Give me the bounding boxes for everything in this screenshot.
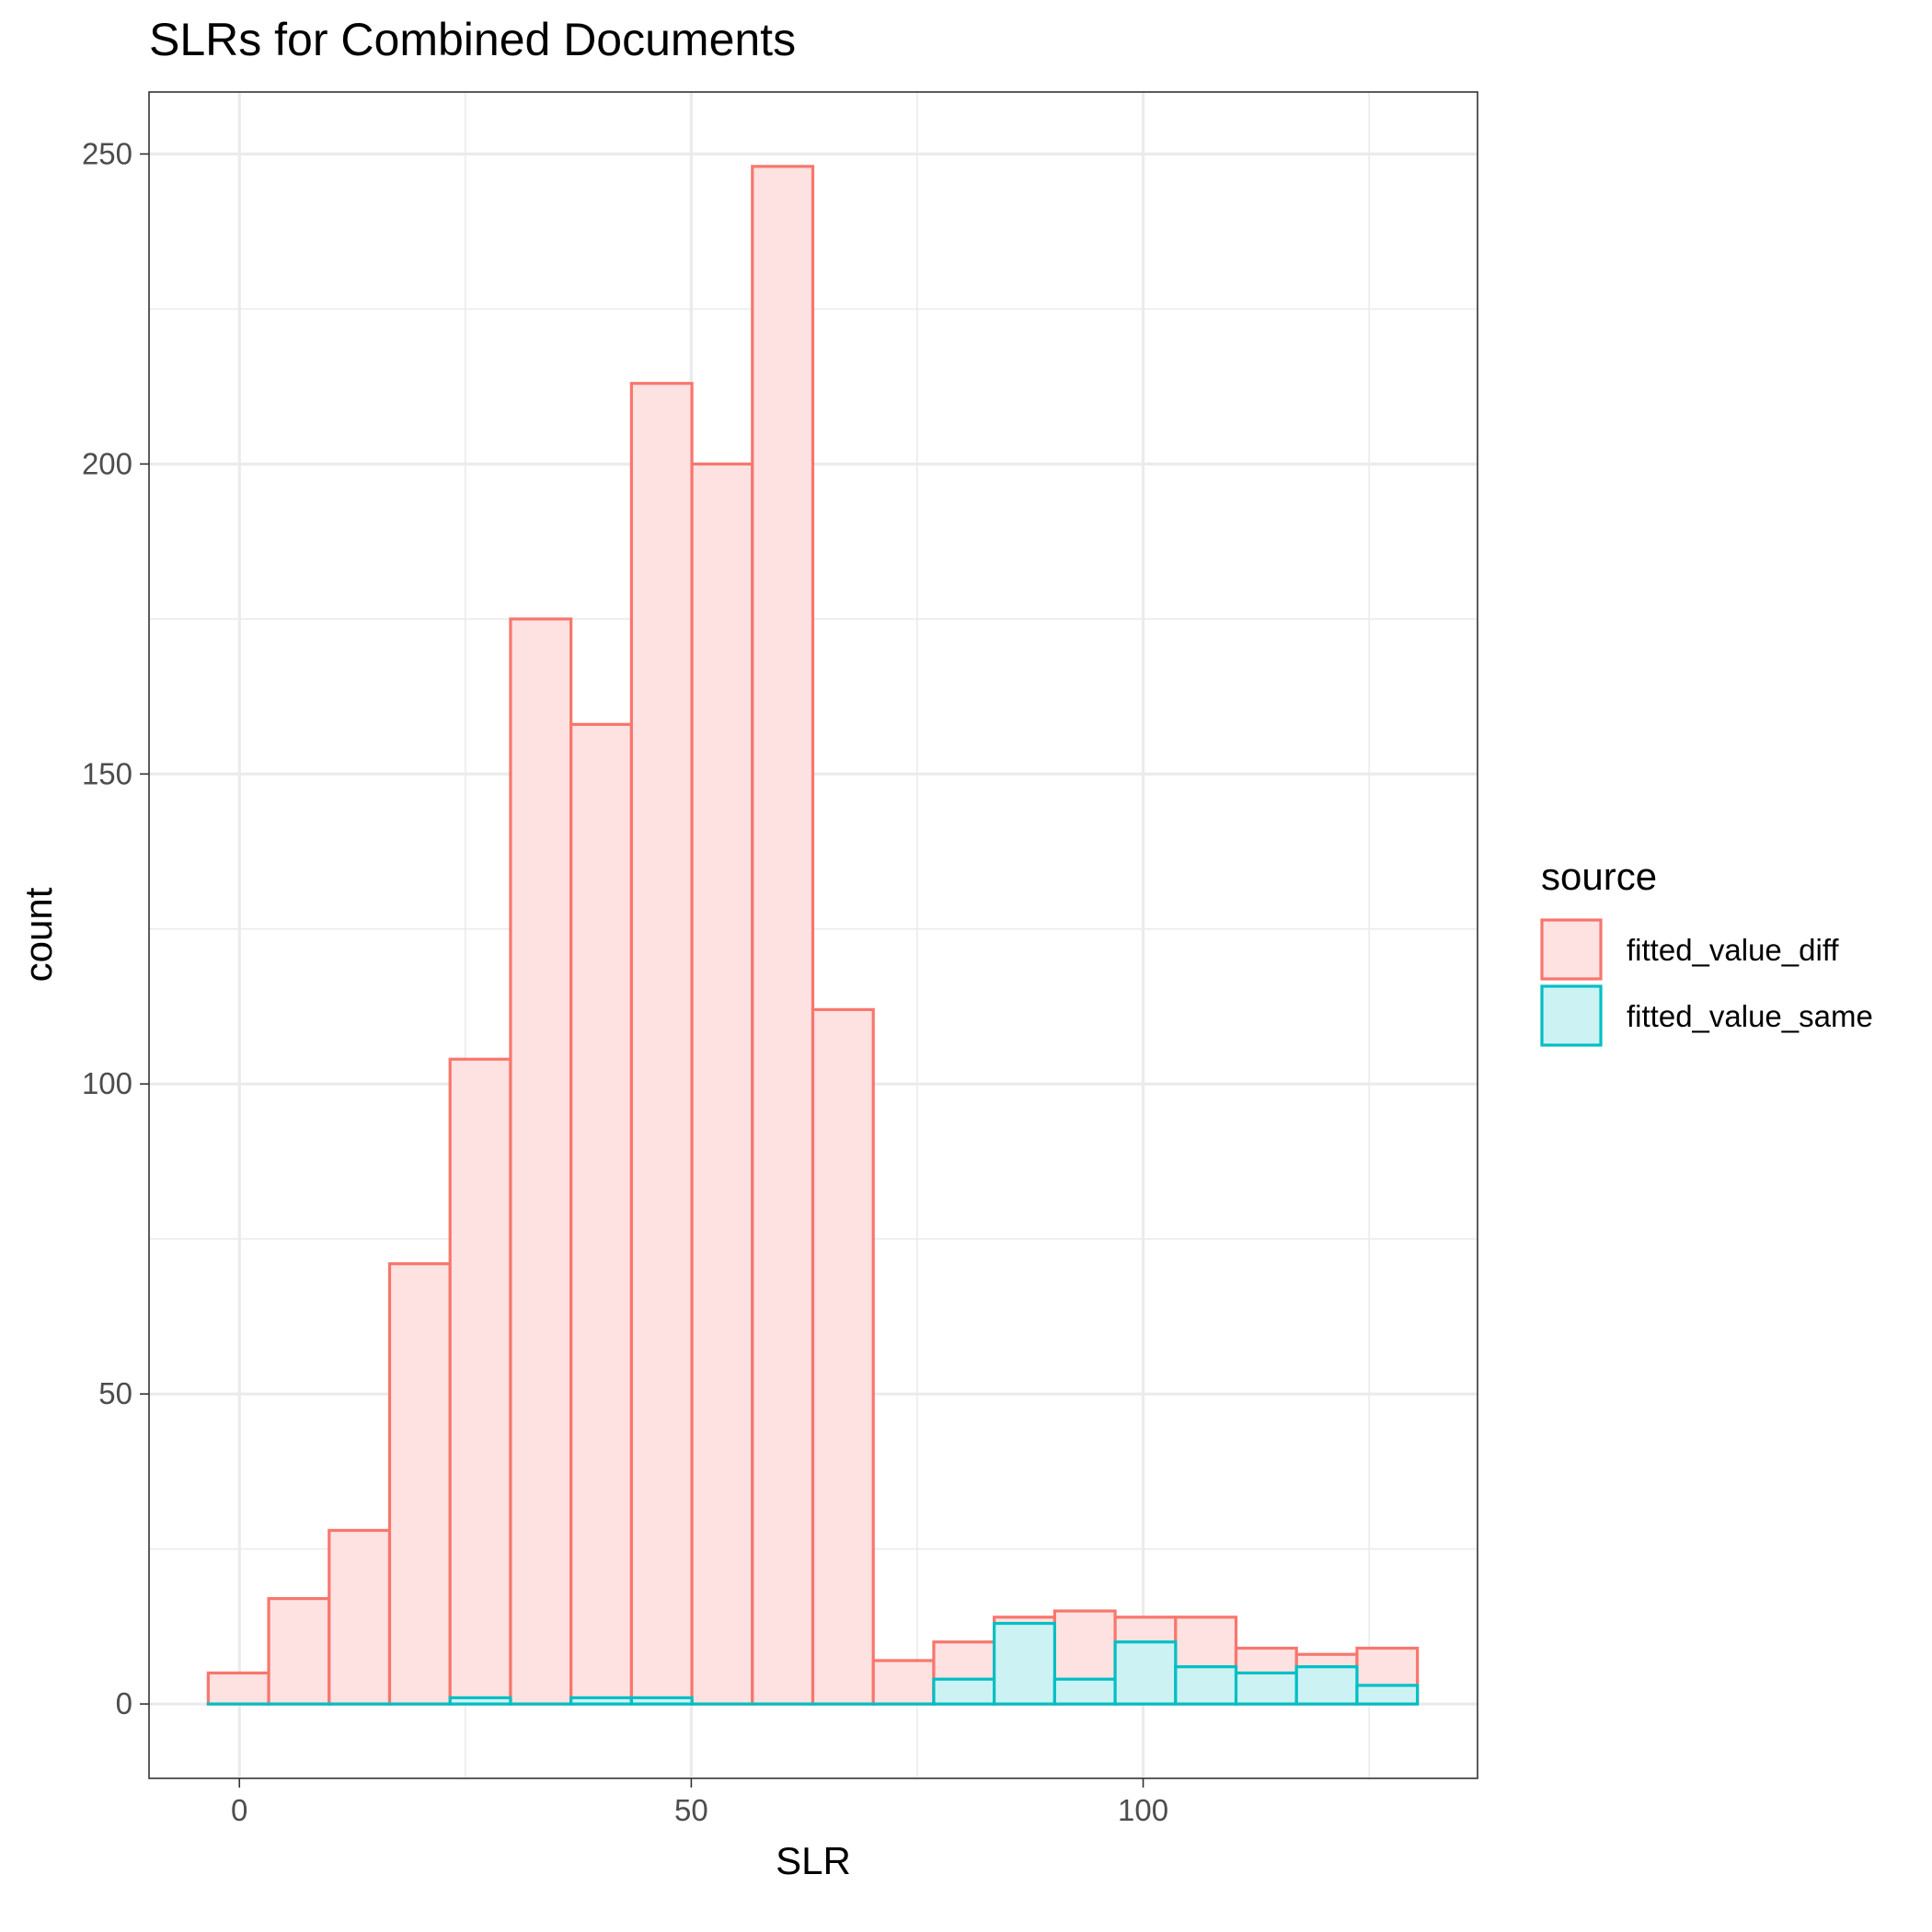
x-tick-label: 50 xyxy=(674,1793,708,1827)
x-tick-label: 0 xyxy=(231,1793,247,1827)
fitted-value-same-bar xyxy=(629,1696,694,1706)
fitted-value-diff-bar xyxy=(569,722,633,1706)
fitted-value-same-bar xyxy=(448,1696,512,1706)
fitted-value-same-bar xyxy=(993,1621,1056,1706)
legend-label-fitted-value-diff: fitted_value_diff xyxy=(1627,933,1839,967)
fitted-value-same-bar xyxy=(1234,1671,1298,1706)
legend-label-fitted-value-same: fitted_value_same xyxy=(1627,999,1873,1033)
y-tick-label: 150 xyxy=(82,756,132,790)
legend-key-fitted-value-diff xyxy=(1540,918,1603,981)
chart-title: SLRs for Combined Documents xyxy=(149,14,796,65)
fitted-value-same-bar xyxy=(1355,1684,1420,1706)
series-fitted-value-same-bars xyxy=(206,1621,1420,1706)
x-axis-title: SLR xyxy=(776,1839,851,1882)
fitted-value-same-bar xyxy=(1294,1665,1359,1706)
y-tick-label: 250 xyxy=(82,136,132,170)
fitted-value-diff-bar xyxy=(206,1671,270,1706)
y-tick-label: 100 xyxy=(82,1066,132,1100)
series-fitted-value-diff-bars xyxy=(206,165,1420,1706)
x-tick-label: 100 xyxy=(1118,1793,1168,1827)
fitted-value-same-bar xyxy=(1052,1677,1117,1706)
legend-key-fitted-value-same xyxy=(1540,984,1603,1047)
fitted-value-diff-bar xyxy=(267,1596,331,1706)
x-axis: 0 50 100 xyxy=(231,1778,1168,1827)
legend: source fitted_value_diff fitted_value_sam… xyxy=(1540,855,1873,1047)
fitted-value-same-bar xyxy=(932,1677,996,1706)
legend-title: source xyxy=(1541,855,1657,898)
fitted-value-diff-bar xyxy=(871,1659,936,1706)
fitted-value-diff-bar xyxy=(751,165,815,1706)
legend-items: fitted_value_diff fitted_value_same xyxy=(1540,918,1873,1047)
y-axis: 0 50 100 150 200 250 xyxy=(82,136,149,1720)
fitted-value-diff-bar xyxy=(811,1007,875,1706)
fitted-value-diff-bar xyxy=(509,617,573,1706)
y-axis-title: count xyxy=(17,887,60,982)
fitted-value-diff-bar xyxy=(448,1057,512,1706)
fitted-value-same-bar xyxy=(1113,1640,1178,1706)
fitted-value-same-bar xyxy=(569,1696,633,1706)
plot-panel-border xyxy=(148,91,1478,1779)
y-tick-label: 0 xyxy=(116,1686,132,1720)
fitted-value-diff-bar xyxy=(387,1262,452,1706)
fitted-value-diff-bar xyxy=(690,462,754,1706)
y-tick-label: 200 xyxy=(82,446,132,480)
fitted-value-diff-bar xyxy=(629,382,694,1706)
fitted-value-same-bar xyxy=(1174,1665,1238,1706)
y-tick-label: 50 xyxy=(98,1376,132,1410)
fitted-value-diff-bar xyxy=(328,1528,392,1706)
